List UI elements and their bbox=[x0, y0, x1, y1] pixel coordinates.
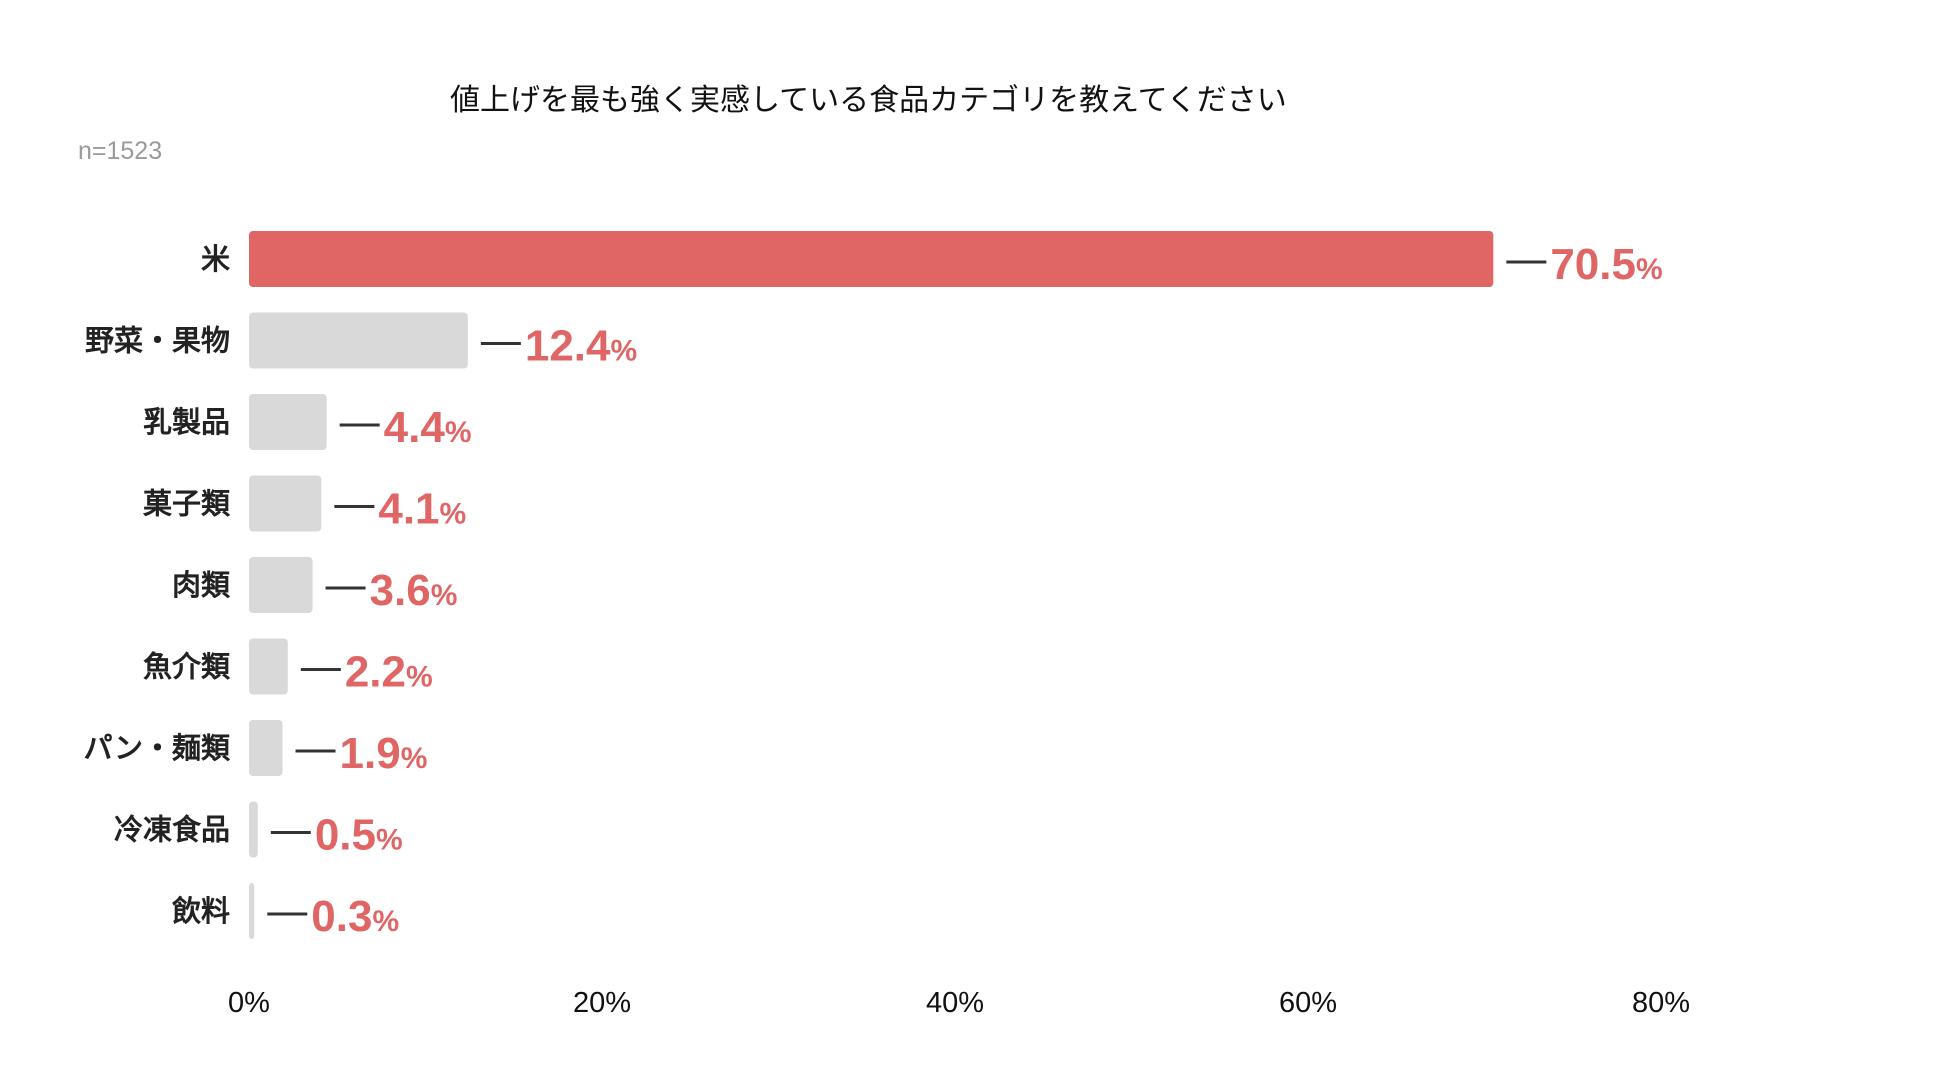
value-label: 12.4% bbox=[525, 322, 637, 371]
category-label: 乳製品 bbox=[143, 405, 230, 439]
x-tick-label: 40% bbox=[926, 987, 984, 1019]
value-label: 70.5% bbox=[1550, 240, 1662, 289]
category-label: パン・麺類 bbox=[84, 731, 231, 765]
value-label: 3.6% bbox=[370, 566, 458, 615]
bar bbox=[249, 638, 288, 695]
value-label: 1.9% bbox=[340, 729, 428, 778]
x-tick-label: 0% bbox=[228, 987, 270, 1019]
bar bbox=[249, 231, 1494, 287]
x-axis: 0% 20% 40% 60% 80% bbox=[228, 987, 1690, 1019]
bar bbox=[249, 475, 322, 532]
sample-size-label: n=1523 bbox=[78, 137, 162, 165]
category-label: 米 bbox=[201, 242, 230, 276]
value-label: 4.4% bbox=[384, 403, 472, 452]
category-label: 飲料 bbox=[172, 894, 230, 928]
bar bbox=[249, 720, 283, 776]
value-label: 0.5% bbox=[315, 811, 403, 860]
value-label: 4.1% bbox=[378, 485, 466, 534]
category-label: 魚介類 bbox=[143, 650, 231, 684]
bar bbox=[249, 801, 258, 858]
bar bbox=[249, 312, 468, 369]
x-tick-label: 20% bbox=[573, 987, 631, 1019]
x-tick-label: 60% bbox=[1279, 987, 1337, 1019]
bar bbox=[249, 394, 327, 450]
category-label: 菓子類 bbox=[142, 487, 231, 521]
value-label: 0.3% bbox=[311, 892, 399, 941]
category-label: 冷凍食品 bbox=[114, 813, 230, 847]
category-label: 肉類 bbox=[172, 568, 231, 602]
category-label: 野菜・果物 bbox=[85, 324, 230, 358]
bars-layer: 米 70.5% 野菜・果物 12.4% 乳製品 4.4% 菓子類 4.1% 肉類 3.6% 魚介類 2… bbox=[84, 231, 1663, 941]
bar bbox=[249, 557, 313, 613]
value-label: 2.2% bbox=[345, 648, 433, 697]
x-tick-label: 80% bbox=[1632, 987, 1690, 1019]
bar bbox=[249, 883, 255, 939]
chart-title: 値上げを最も強く実感している食品カテゴリを教えてください bbox=[450, 83, 1287, 118]
